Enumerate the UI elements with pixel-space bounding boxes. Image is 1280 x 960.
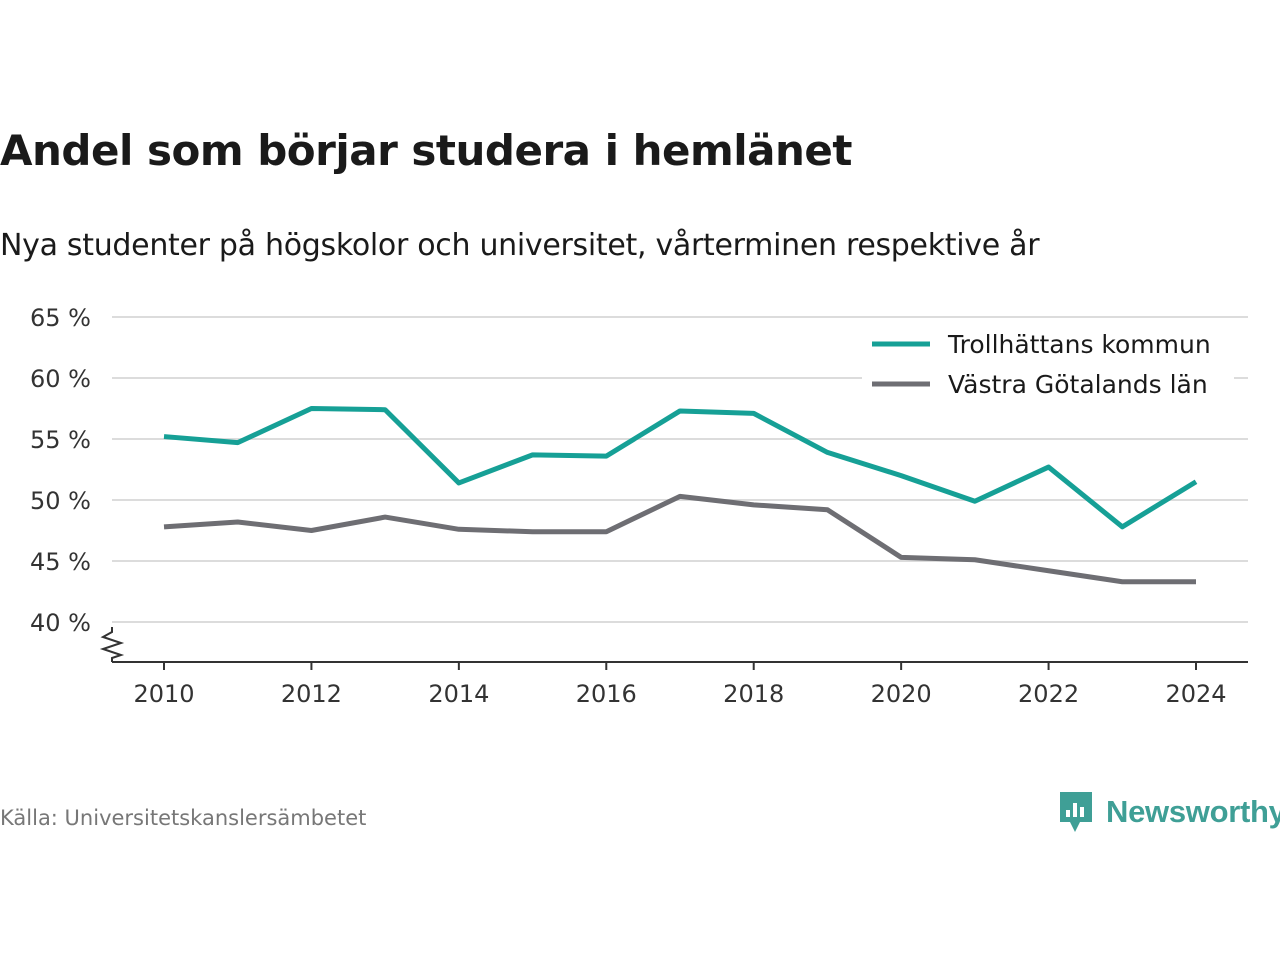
series-line-2 — [163, 493, 1196, 585]
chart-title: Andel som börjar studera i hemlänet — [0, 126, 853, 175]
axes: 40 % 45 % 50 % 55 % 60 % 65 % 2010 2012 2014 2016… — [30, 304, 1248, 708]
y-tick-label-50: 50 % — [30, 487, 91, 515]
x-tick-label-2022: 2022 — [1018, 680, 1079, 708]
newsworthy-logo-icon — [1060, 792, 1092, 832]
axis-break-icon — [99, 627, 125, 662]
x-tick-label-2020: 2020 — [871, 680, 932, 708]
series-lines — [163, 406, 1198, 585]
legend: Trollhättans kommun Västra Götalands län — [862, 324, 1234, 410]
x-tick-label-2014: 2014 — [428, 680, 489, 708]
y-tick-label-65: 65 % — [30, 304, 91, 332]
y-tick-label-60: 60 % — [30, 365, 91, 393]
brand-logo: Newsworthy — [1058, 790, 1280, 834]
brand-name: Newsworthy — [1106, 794, 1280, 829]
y-tick-label-40: 40 % — [30, 609, 91, 637]
x-tick-label-2012: 2012 — [281, 680, 342, 708]
chart-subtitle: Nya studenter på högskolor och universit… — [0, 228, 1040, 263]
x-tick-label-2024: 2024 — [1165, 680, 1226, 708]
x-tick-label-2016: 2016 — [576, 680, 637, 708]
grid-lines — [112, 316, 1248, 623]
x-tick-label-2010: 2010 — [133, 680, 194, 708]
source-note: Källa: Universitetskanslersämbetet — [0, 806, 367, 830]
y-tick-label-45: 45 % — [30, 548, 91, 576]
x-tick-label-2018: 2018 — [723, 680, 784, 708]
legend-label-2: Västra Götalands län — [948, 370, 1208, 399]
legend-label-1: Trollhättans kommun — [947, 330, 1211, 359]
series-line-1 — [163, 406, 1198, 530]
legend-background — [862, 324, 1234, 410]
y-tick-label-55: 55 % — [30, 426, 91, 454]
